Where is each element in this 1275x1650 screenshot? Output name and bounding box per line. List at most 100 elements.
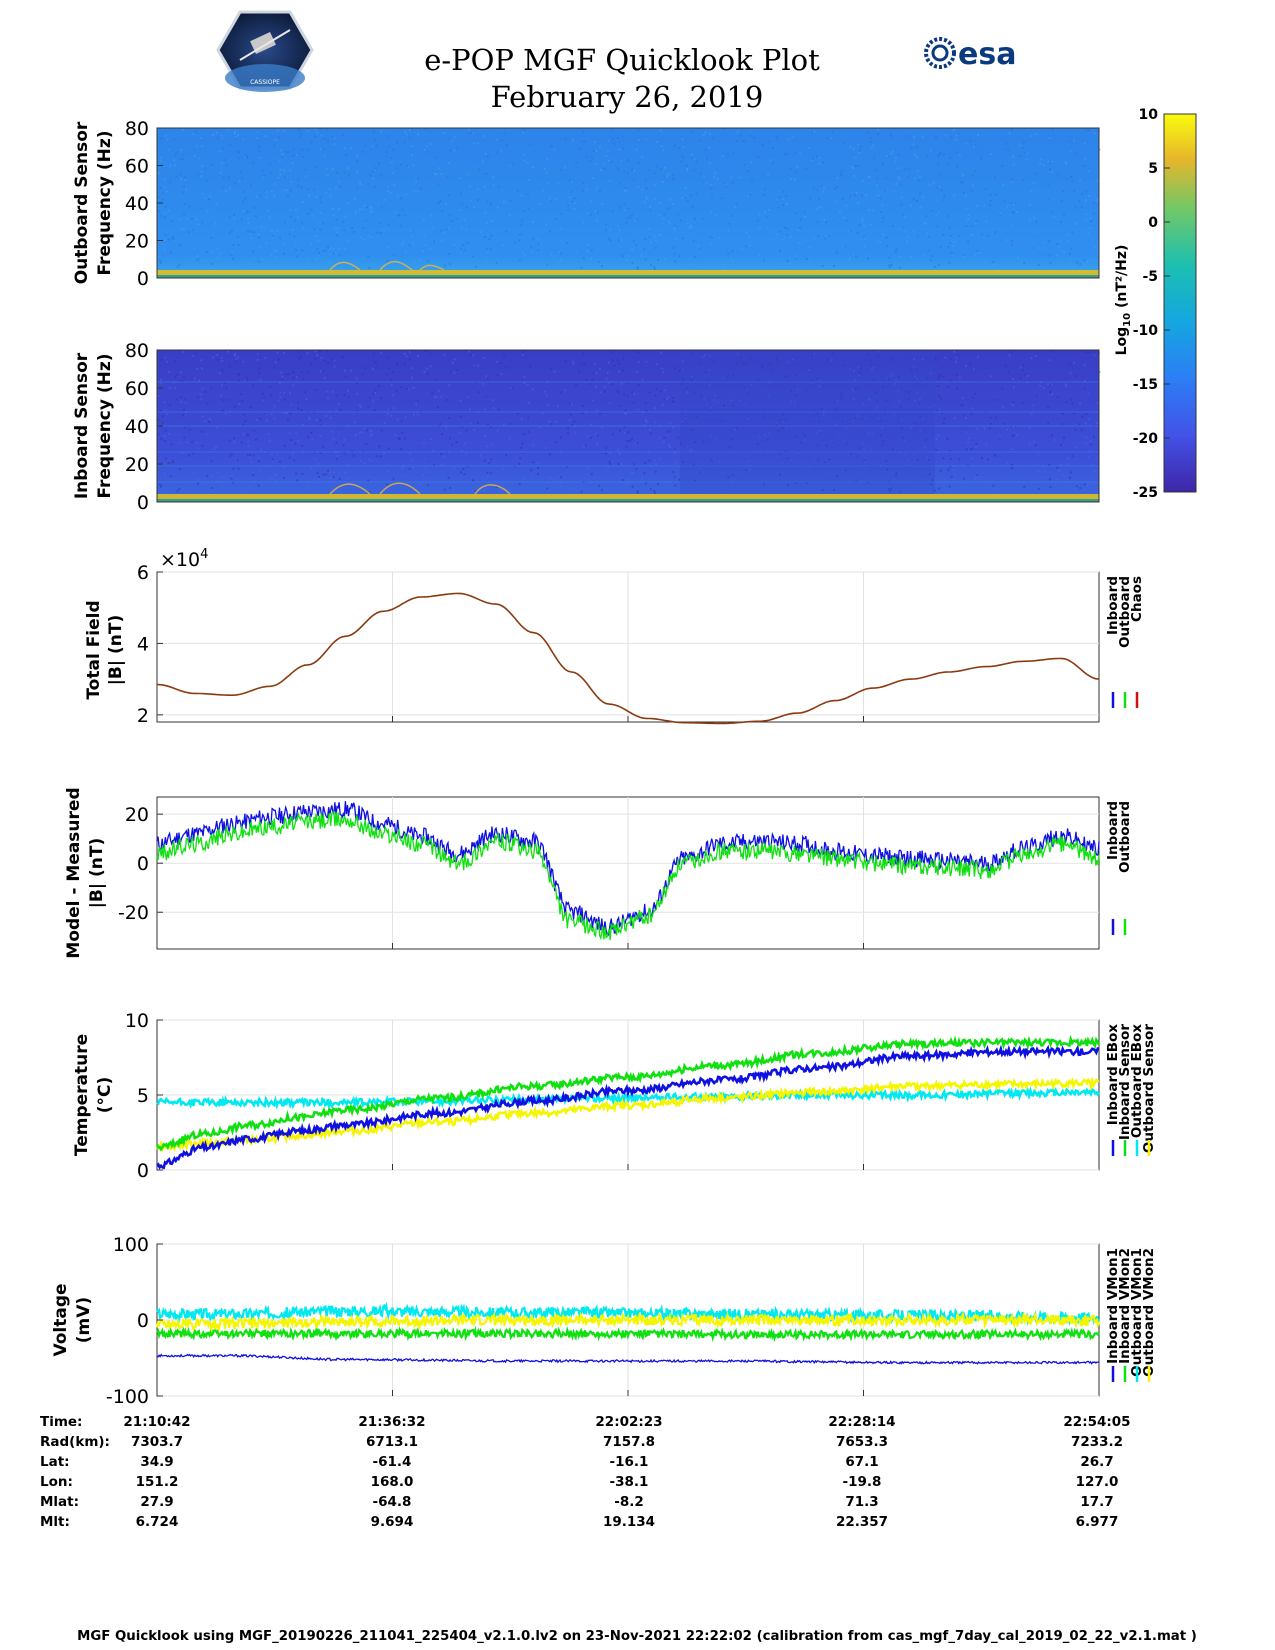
spectrogram-speckle — [691, 379, 694, 382]
spectrogram-speckle — [324, 249, 327, 252]
spectrogram-speckle — [811, 159, 814, 162]
spectrogram-speckle — [505, 144, 508, 147]
spectrogram-speckle — [388, 186, 391, 189]
spectrogram-speckle — [409, 351, 412, 354]
spectrogram-speckle — [967, 437, 970, 440]
ephemeris-table: Time:Rad(km):Lat:Lon:Mlat:Mlt:21:10:4273… — [40, 1414, 1131, 1530]
spectrogram-speckle — [931, 209, 934, 212]
spectrogram-speckle — [870, 146, 873, 149]
spectrogram-speckle — [233, 217, 236, 220]
spectrogram-speckle — [794, 481, 797, 484]
spectrogram-speckle — [661, 148, 664, 151]
spectrogram-speckle — [335, 234, 338, 237]
spectrogram-speckle — [937, 408, 940, 411]
spectrogram-speckle — [285, 151, 288, 154]
spectrogram-speckle — [282, 476, 285, 479]
spectrogram-speckle — [161, 198, 164, 201]
spectrogram-speckle — [570, 190, 573, 193]
spectrogram-speckle — [590, 423, 593, 426]
spectrogram-speckle — [440, 463, 443, 466]
spectrogram-speckle — [258, 145, 261, 148]
spectrogram-speckle — [794, 258, 797, 261]
spectrogram-speckle — [322, 249, 325, 252]
spectrogram-speckle — [856, 387, 859, 390]
spectrogram-speckle — [808, 469, 811, 472]
spectrogram-speckle — [220, 356, 223, 359]
spectrogram-speckle — [175, 175, 178, 178]
spectrogram-speckle — [881, 444, 884, 447]
spectrogram-speckle — [233, 354, 236, 357]
spectrogram-speckle — [171, 236, 174, 239]
spectrogram-speckle — [635, 148, 638, 151]
spectrogram-speckle — [663, 175, 666, 178]
spectrogram-speckle — [665, 175, 668, 178]
spectrogram-speckle — [416, 413, 419, 416]
spectrogram-speckle — [1087, 483, 1090, 486]
spectrogram-speckle — [659, 129, 662, 132]
ytick-label: 80 — [125, 340, 149, 362]
spectrogram-speckle — [603, 167, 606, 170]
spectrogram-speckle — [721, 377, 724, 380]
spectrogram-speckle — [210, 236, 213, 239]
spectrogram-speckle — [823, 409, 826, 412]
spectrogram-speckle — [164, 429, 167, 432]
spectrogram-speckle — [653, 235, 656, 238]
spectrogram-speckle — [690, 376, 693, 379]
spectrogram-speckle — [372, 177, 375, 180]
spectrogram-speckle — [1047, 198, 1050, 201]
spectrogram-speckle — [178, 487, 181, 490]
spectrogram-speckle — [547, 486, 550, 489]
spectrogram-speckle — [220, 134, 223, 137]
spectrogram-speckle — [692, 264, 695, 267]
ephemeris-cell: 7303.7 — [131, 1434, 183, 1450]
spectrogram-speckle — [1012, 209, 1015, 212]
spectrogram-speckle — [785, 203, 788, 206]
spectrogram-speckle — [545, 446, 548, 449]
spectrogram-speckle — [599, 168, 602, 171]
spectrogram-speckle — [1012, 178, 1015, 181]
spectrogram-speckle — [1023, 262, 1026, 265]
spectrogram-speckle — [386, 470, 389, 473]
spectrogram-speckle — [680, 197, 683, 200]
spectrogram-speckle — [786, 259, 789, 262]
spectrogram-speckle — [679, 442, 682, 445]
spectrogram-speckle — [1060, 423, 1063, 426]
colorbar-tick-label: -5 — [1142, 269, 1158, 285]
spectrogram-speckle — [568, 419, 571, 422]
spectrogram-speckle — [852, 370, 855, 373]
ephemeris-cell: 26.7 — [1080, 1454, 1113, 1470]
spectrogram-speckle — [279, 391, 282, 394]
spectrogram-speckle — [690, 226, 693, 229]
spectrogram-speckle — [222, 399, 225, 402]
spectrogram-speckle — [758, 477, 761, 480]
spectrogram-speckle — [660, 167, 663, 170]
spectrogram-speckle — [989, 193, 992, 196]
spectrogram-speckle — [944, 134, 947, 137]
spectrogram-speckle — [559, 227, 562, 230]
spectrogram-speckle — [258, 469, 261, 472]
spectrogram-speckle — [196, 258, 199, 261]
spectrogram-speckle — [643, 248, 646, 251]
spectrogram-speckle — [918, 402, 921, 405]
spectrogram-speckle — [915, 368, 918, 371]
spectrogram-speckle — [292, 154, 295, 157]
spectrogram-speckle — [380, 174, 383, 177]
spectrogram-speckle — [241, 177, 244, 180]
spectrogram-speckle — [1051, 128, 1054, 131]
spectrogram-speckle — [636, 491, 639, 494]
spectrogram-speckle — [296, 153, 299, 156]
spectrogram-speckle — [950, 252, 953, 255]
spectrogram-speckle — [236, 459, 239, 462]
spectrogram-speckle — [899, 406, 902, 409]
spectrogram-speckle — [470, 131, 473, 134]
spectrogram-speckle — [1087, 455, 1090, 458]
spectrogram-speckle — [368, 458, 371, 461]
spectrogram-speckle — [557, 475, 560, 478]
spectrogram-speckle — [962, 191, 965, 194]
spectrogram-speckle — [397, 214, 400, 217]
spectrogram-speckle — [172, 461, 175, 464]
spectrogram-speckle — [929, 149, 932, 152]
spectrogram-speckle — [695, 415, 698, 418]
spectrogram-speckle — [1010, 350, 1013, 353]
spectrogram-speckle — [840, 397, 843, 400]
